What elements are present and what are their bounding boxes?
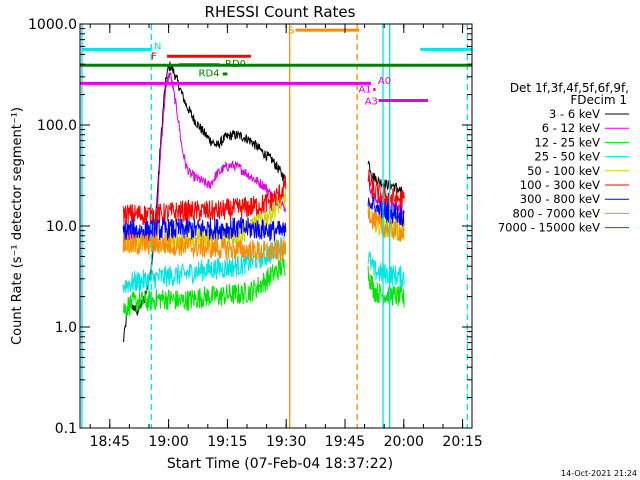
- x-tick-label: 18:45: [90, 434, 130, 450]
- legend-label-12-25kev: 12 - 25 keV: [534, 135, 600, 149]
- legend-label-3-6kev: 3 - 6 keV: [549, 107, 600, 121]
- series-12-25kev-gap1: [122, 257, 286, 317]
- annotation-a0: A0: [378, 76, 391, 87]
- annotation-n: N: [154, 42, 161, 53]
- series-800-7000kev-gap2: [367, 206, 405, 242]
- legend-label-50-100kev: 50 - 100 keV: [527, 164, 600, 178]
- legend-label-7000-15000kev: 7000 - 15000 keV: [498, 221, 600, 235]
- annotation-rd4: RD4: [199, 69, 220, 80]
- x-axis-label: Start Time (07-Feb-04 18:37:22): [167, 456, 393, 472]
- y-tick-label: 10.0: [46, 219, 77, 235]
- annotation-a1: A1: [358, 84, 371, 95]
- legend-header-line-2: FDecim 1: [570, 93, 627, 107]
- series-25-50kev-gap1: [122, 235, 287, 294]
- x-tick-label: 19:30: [266, 434, 306, 450]
- legend-label-100-300kev: 100 - 300 keV: [520, 178, 600, 192]
- legend-label-25-50kev: 25 - 50 keV: [534, 150, 600, 164]
- x-tick-label: 19:00: [148, 434, 188, 450]
- y-tick-label: 100.0: [37, 118, 77, 134]
- x-tick-label: 19:45: [325, 434, 365, 450]
- x-tick-label: 20:15: [442, 434, 482, 450]
- y-tick-label: 1000.0: [28, 17, 77, 33]
- series-300-800kev-gap2: [367, 196, 405, 227]
- series-800-7000kev-gap1: [122, 233, 287, 263]
- legend-label-800-7000kev: 800 - 7000 keV: [512, 206, 600, 220]
- y-axis-label: Count Rate (s⁻¹ detector segment⁻¹): [10, 107, 25, 345]
- chart-title: RHESSI Count Rates: [205, 3, 356, 21]
- annotation-a3: A3: [365, 96, 378, 107]
- y-tick-label: 1.0: [55, 320, 77, 336]
- y-tick-label: 0.1: [55, 421, 77, 437]
- annotation-s: S: [288, 26, 294, 37]
- legend-header-line-1: Det 1f,3f,4f,5f,6f,9f,: [510, 81, 629, 95]
- series-100-300kev-gap2: [367, 169, 405, 211]
- annotation-f: F: [151, 51, 157, 62]
- x-tick-label: 19:15: [207, 434, 247, 450]
- series-6-12kev-gap2: [367, 174, 405, 215]
- series-3-6kev-gap2: [367, 160, 405, 199]
- x-tick-label: 20:00: [384, 434, 424, 450]
- series-100-300kev-gap1: [122, 174, 287, 226]
- annotation-rd0: RD0: [225, 59, 246, 70]
- footer-timestamp: 14-Oct-2021 21:24: [561, 469, 637, 478]
- series-12-25kev-gap2: [367, 265, 405, 308]
- legend-label-300-800kev: 300 - 800 keV: [520, 192, 600, 206]
- legend: Det 1f,3f,4f,5f,6f,9f, FDecim 1 3 - 6 ke…: [498, 81, 629, 235]
- series-25-50kev-gap2: [367, 250, 405, 288]
- legend-label-6-12kev: 6 - 12 keV: [542, 121, 600, 135]
